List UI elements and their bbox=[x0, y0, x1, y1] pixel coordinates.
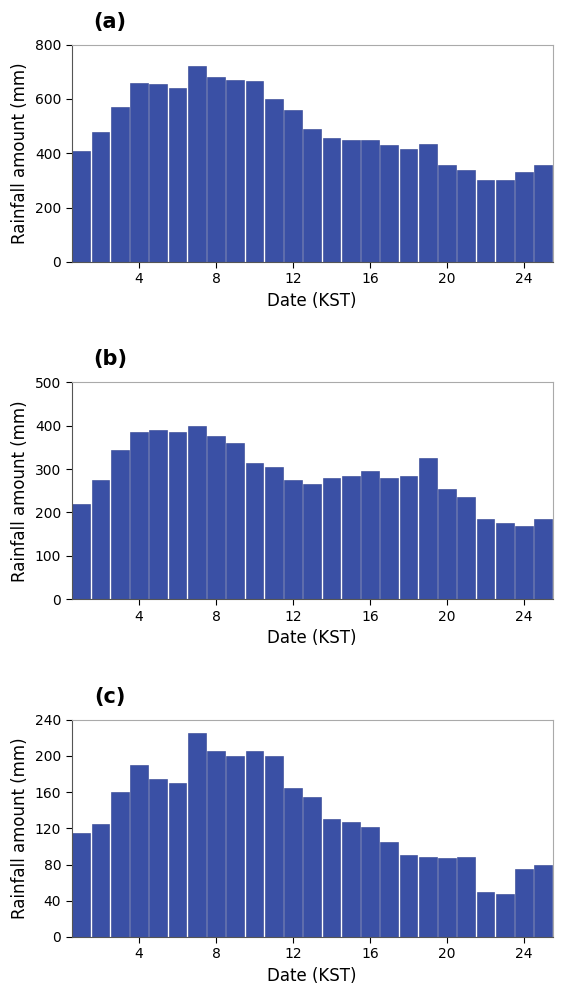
Bar bbox=[169, 88, 187, 262]
Bar bbox=[265, 99, 283, 262]
Bar bbox=[399, 149, 417, 262]
Bar bbox=[477, 519, 495, 600]
Bar bbox=[265, 467, 283, 600]
Bar bbox=[515, 870, 533, 937]
Bar bbox=[303, 128, 321, 262]
Bar bbox=[457, 169, 475, 262]
Bar bbox=[72, 504, 90, 600]
Bar bbox=[342, 139, 360, 262]
Bar bbox=[477, 891, 495, 937]
Bar bbox=[496, 894, 514, 937]
Bar bbox=[534, 865, 552, 937]
Text: (a): (a) bbox=[94, 12, 126, 32]
Bar bbox=[380, 145, 398, 262]
Bar bbox=[323, 478, 341, 600]
Y-axis label: Rainfall amount (mm): Rainfall amount (mm) bbox=[11, 400, 29, 582]
Bar bbox=[457, 497, 475, 600]
Bar bbox=[496, 180, 514, 262]
Bar bbox=[169, 432, 187, 600]
Bar bbox=[515, 172, 533, 262]
Bar bbox=[91, 131, 109, 262]
Bar bbox=[399, 856, 417, 937]
Bar bbox=[438, 859, 456, 937]
Bar bbox=[207, 436, 225, 600]
Y-axis label: Rainfall amount (mm): Rainfall amount (mm) bbox=[11, 63, 29, 244]
Bar bbox=[130, 432, 148, 600]
X-axis label: Date (KST): Date (KST) bbox=[267, 629, 357, 647]
Text: (b): (b) bbox=[93, 350, 127, 370]
Bar bbox=[149, 779, 167, 937]
Bar bbox=[361, 471, 379, 600]
Bar bbox=[342, 475, 360, 600]
Bar bbox=[91, 480, 109, 600]
Bar bbox=[323, 820, 341, 937]
Bar bbox=[149, 430, 167, 600]
Bar bbox=[399, 475, 417, 600]
Bar bbox=[226, 443, 244, 600]
Bar bbox=[342, 822, 360, 937]
Text: (c): (c) bbox=[94, 686, 126, 707]
X-axis label: Date (KST): Date (KST) bbox=[267, 967, 357, 985]
Bar bbox=[419, 143, 437, 262]
Bar bbox=[361, 828, 379, 937]
Bar bbox=[226, 80, 244, 262]
Bar bbox=[188, 425, 206, 600]
Bar bbox=[188, 733, 206, 937]
Bar bbox=[91, 824, 109, 937]
X-axis label: Date (KST): Date (KST) bbox=[267, 292, 357, 310]
Bar bbox=[457, 858, 475, 937]
Bar bbox=[303, 484, 321, 600]
Bar bbox=[245, 751, 263, 937]
Bar bbox=[477, 180, 495, 262]
Bar bbox=[130, 765, 148, 937]
Bar bbox=[188, 67, 206, 262]
Bar bbox=[380, 842, 398, 937]
Bar bbox=[496, 523, 514, 600]
Bar bbox=[303, 797, 321, 937]
Bar bbox=[419, 458, 437, 600]
Bar bbox=[245, 462, 263, 600]
Bar bbox=[72, 833, 90, 937]
Bar bbox=[284, 788, 302, 937]
Bar bbox=[284, 480, 302, 600]
Bar bbox=[380, 478, 398, 600]
Bar bbox=[207, 78, 225, 262]
Bar bbox=[149, 84, 167, 262]
Bar bbox=[534, 165, 552, 262]
Bar bbox=[438, 489, 456, 600]
Bar bbox=[111, 449, 129, 600]
Y-axis label: Rainfall amount (mm): Rainfall amount (mm) bbox=[11, 737, 29, 919]
Bar bbox=[226, 756, 244, 937]
Bar bbox=[130, 83, 148, 262]
Bar bbox=[323, 138, 341, 262]
Bar bbox=[438, 165, 456, 262]
Bar bbox=[72, 150, 90, 262]
Bar bbox=[169, 783, 187, 937]
Bar bbox=[111, 792, 129, 937]
Bar bbox=[361, 139, 379, 262]
Bar bbox=[265, 756, 283, 937]
Bar bbox=[245, 82, 263, 262]
Bar bbox=[534, 519, 552, 600]
Bar bbox=[207, 751, 225, 937]
Bar bbox=[111, 108, 129, 262]
Bar bbox=[515, 526, 533, 600]
Bar bbox=[284, 110, 302, 262]
Bar bbox=[419, 858, 437, 937]
